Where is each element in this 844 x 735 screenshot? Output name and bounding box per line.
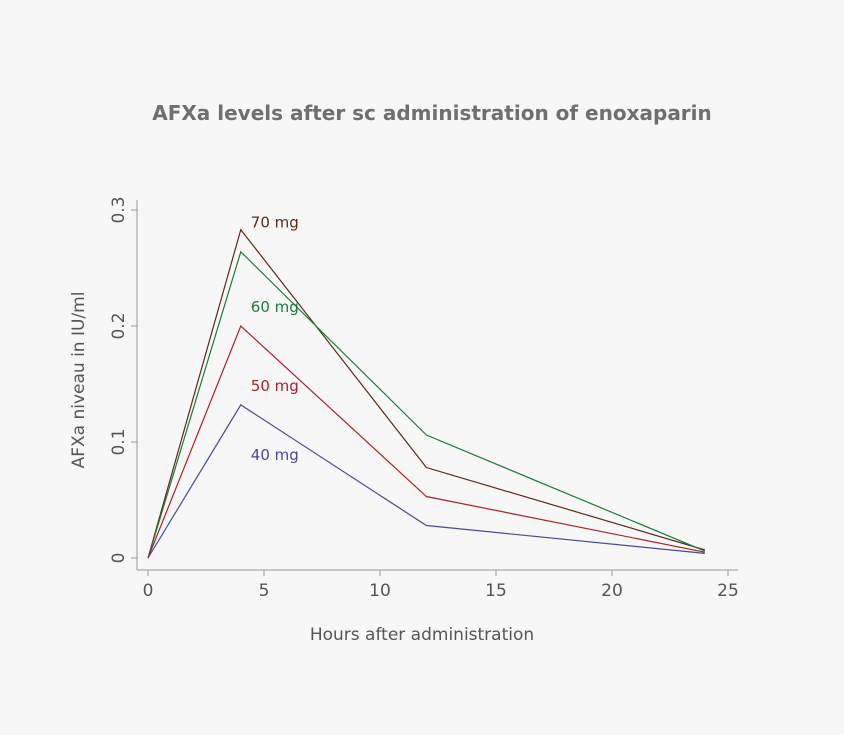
series-label-70mg: 70 mg [251,214,299,232]
series-label-50mg: 50 mg [251,377,299,395]
series-label-40mg: 40 mg [251,446,299,464]
series-label-60mg: 60 mg [251,298,299,316]
y-tick-label: 0 [109,553,129,564]
y-tick-label: 0.1 [109,428,129,455]
series-line-40mg [147,404,705,559]
series-layer [147,228,706,559]
series-line-60mg [147,250,706,559]
y-tick-label: 0.2 [109,312,129,339]
y-axis-label: AFXa niveau in IU/ml [69,292,89,469]
axes: 0 5 10 15 20 25 0 0.1 0.2 0.3 [109,196,739,601]
series-line-50mg [147,324,705,559]
x-axis-label: Hours after administration [310,625,534,645]
x-tick-label: 20 [601,581,623,601]
x-tick-label: 25 [717,581,739,601]
y-tick-label: 0.3 [109,196,129,223]
chart-title: AFXa levels after sc administration of e… [152,101,712,125]
series-line-70mg [147,228,705,559]
x-tick-label: 10 [369,581,391,601]
x-tick-label: 15 [485,581,507,601]
x-tick-label: 5 [259,581,270,601]
series-labels: 70 mg 60 mg 50 mg 40 mg [251,214,299,464]
x-tick-label: 0 [143,581,154,601]
